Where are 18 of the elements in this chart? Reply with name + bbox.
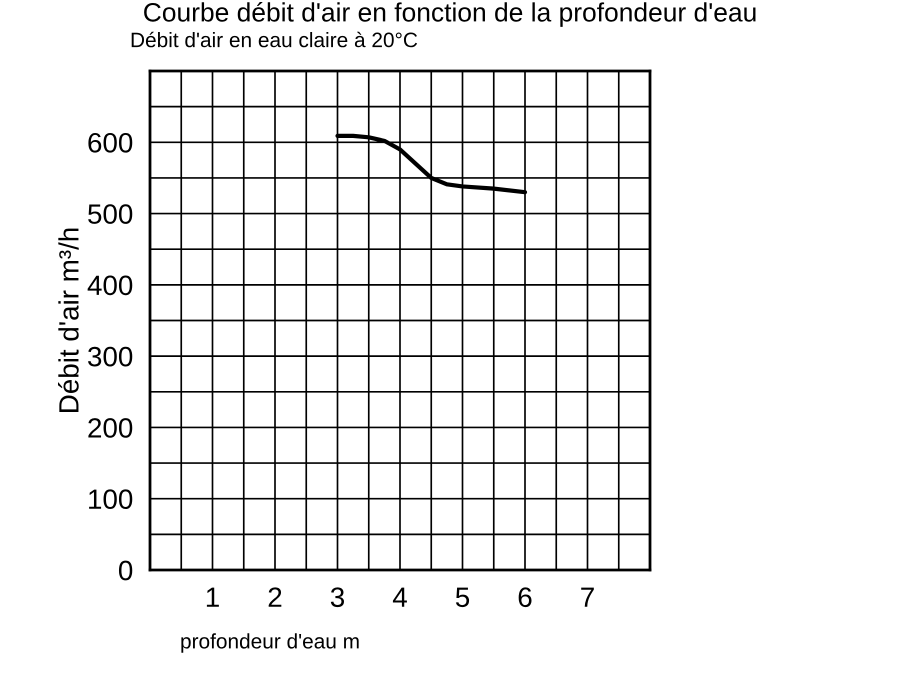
y-tick-label: 0 [118, 560, 132, 580]
chart-subtitle: Débit d'air en eau claire à 20°C [132, 32, 418, 48]
x-tick-label: 6 [518, 587, 532, 608]
x-tick-label: 7 [581, 588, 594, 607]
y-tick-label: 200 [88, 418, 132, 438]
x-tick-label: 2 [268, 587, 282, 607]
y-tick-label: 400 [88, 276, 132, 296]
y-tick-label: 600 [88, 132, 132, 153]
y-tick-label: 100 [89, 489, 132, 510]
chart-title: Courbe débit d'air en fonction de la profondeur d'eau [144, 2, 756, 27]
y-axis-title: Débit d'air m³/h [58, 228, 79, 412]
y-tick-label: 300 [88, 346, 132, 366]
x-tick-label: 3 [330, 587, 344, 608]
x-tick-label: 1 [206, 588, 219, 607]
y-tick-label: 500 [88, 204, 132, 224]
x-tick-label: 5 [456, 588, 470, 608]
x-tick-label: 4 [392, 588, 407, 607]
x-axis-title: profondeur d'eau m [181, 633, 359, 653]
